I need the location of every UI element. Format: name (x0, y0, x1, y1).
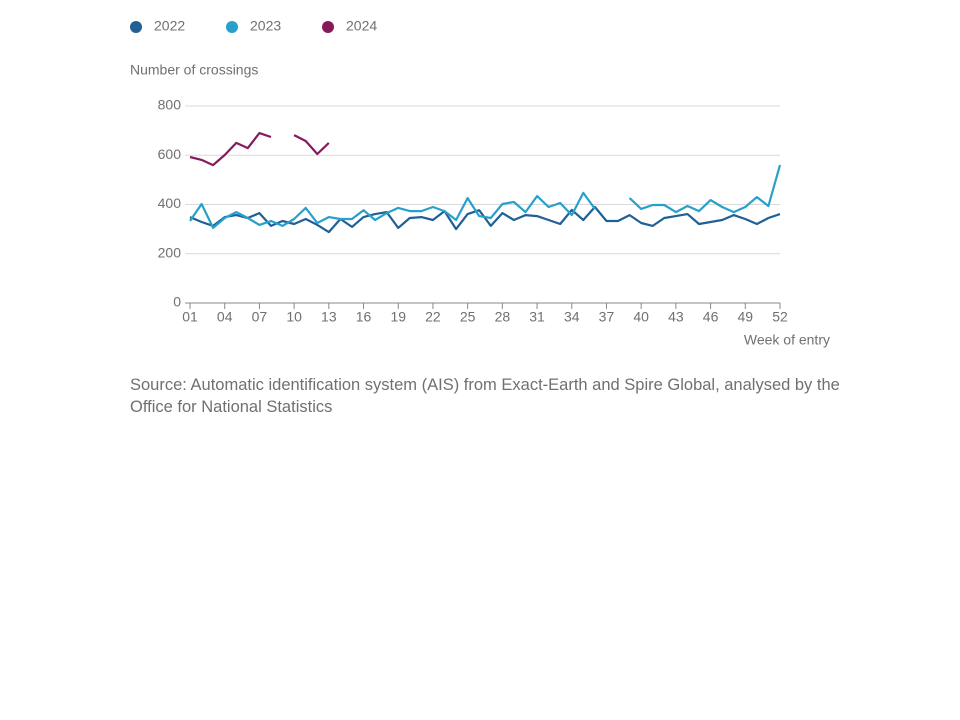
chart: Number of crossings Week of entry 0 200 40… (130, 18, 830, 348)
x-tick-label: 13 (321, 309, 337, 325)
x-tick-label: 28 (495, 309, 511, 325)
x-tick-label: 43 (668, 309, 684, 325)
x-tick-label: 10 (286, 309, 302, 325)
x-tick-label: 34 (564, 309, 580, 325)
legend-label: 2024 (346, 18, 377, 34)
x-tick-label: 04 (217, 309, 233, 325)
legend-label: 2022 (154, 18, 185, 34)
x-tick-label: 52 (772, 309, 788, 325)
x-tick-label: 07 (252, 309, 268, 325)
y-axis-title: Number of crossings (130, 62, 258, 78)
x-tick-label: 19 (390, 309, 406, 325)
y-tick-label: 600 (158, 146, 182, 162)
y-tick-label: 200 (158, 244, 182, 260)
x-tick-label: 25 (460, 309, 476, 325)
y-tick-label: 0 (173, 294, 181, 310)
y-tick-label: 800 (158, 97, 182, 113)
y-tick-label: 400 (158, 195, 182, 211)
x-tick-label: 37 (599, 309, 615, 325)
source-note: Source: Automatic identification system … (130, 376, 840, 416)
x-axis-title: Week of entry (744, 332, 830, 348)
series-line (189, 132, 330, 167)
x-tick-label: 40 (633, 309, 649, 325)
legend-marker (322, 21, 334, 33)
x-tick-label: 01 (182, 309, 198, 325)
series-line (189, 205, 781, 234)
legend-marker (130, 21, 142, 33)
x-tick-label: 16 (356, 309, 372, 325)
legend-label: 2023 (250, 18, 281, 34)
series-line (189, 164, 782, 229)
x-tick-label: 31 (529, 309, 545, 325)
x-tick-label: 22 (425, 309, 441, 325)
x-tick-label: 49 (738, 309, 754, 325)
legend-marker (226, 21, 238, 33)
x-tick-label: 46 (703, 309, 719, 325)
